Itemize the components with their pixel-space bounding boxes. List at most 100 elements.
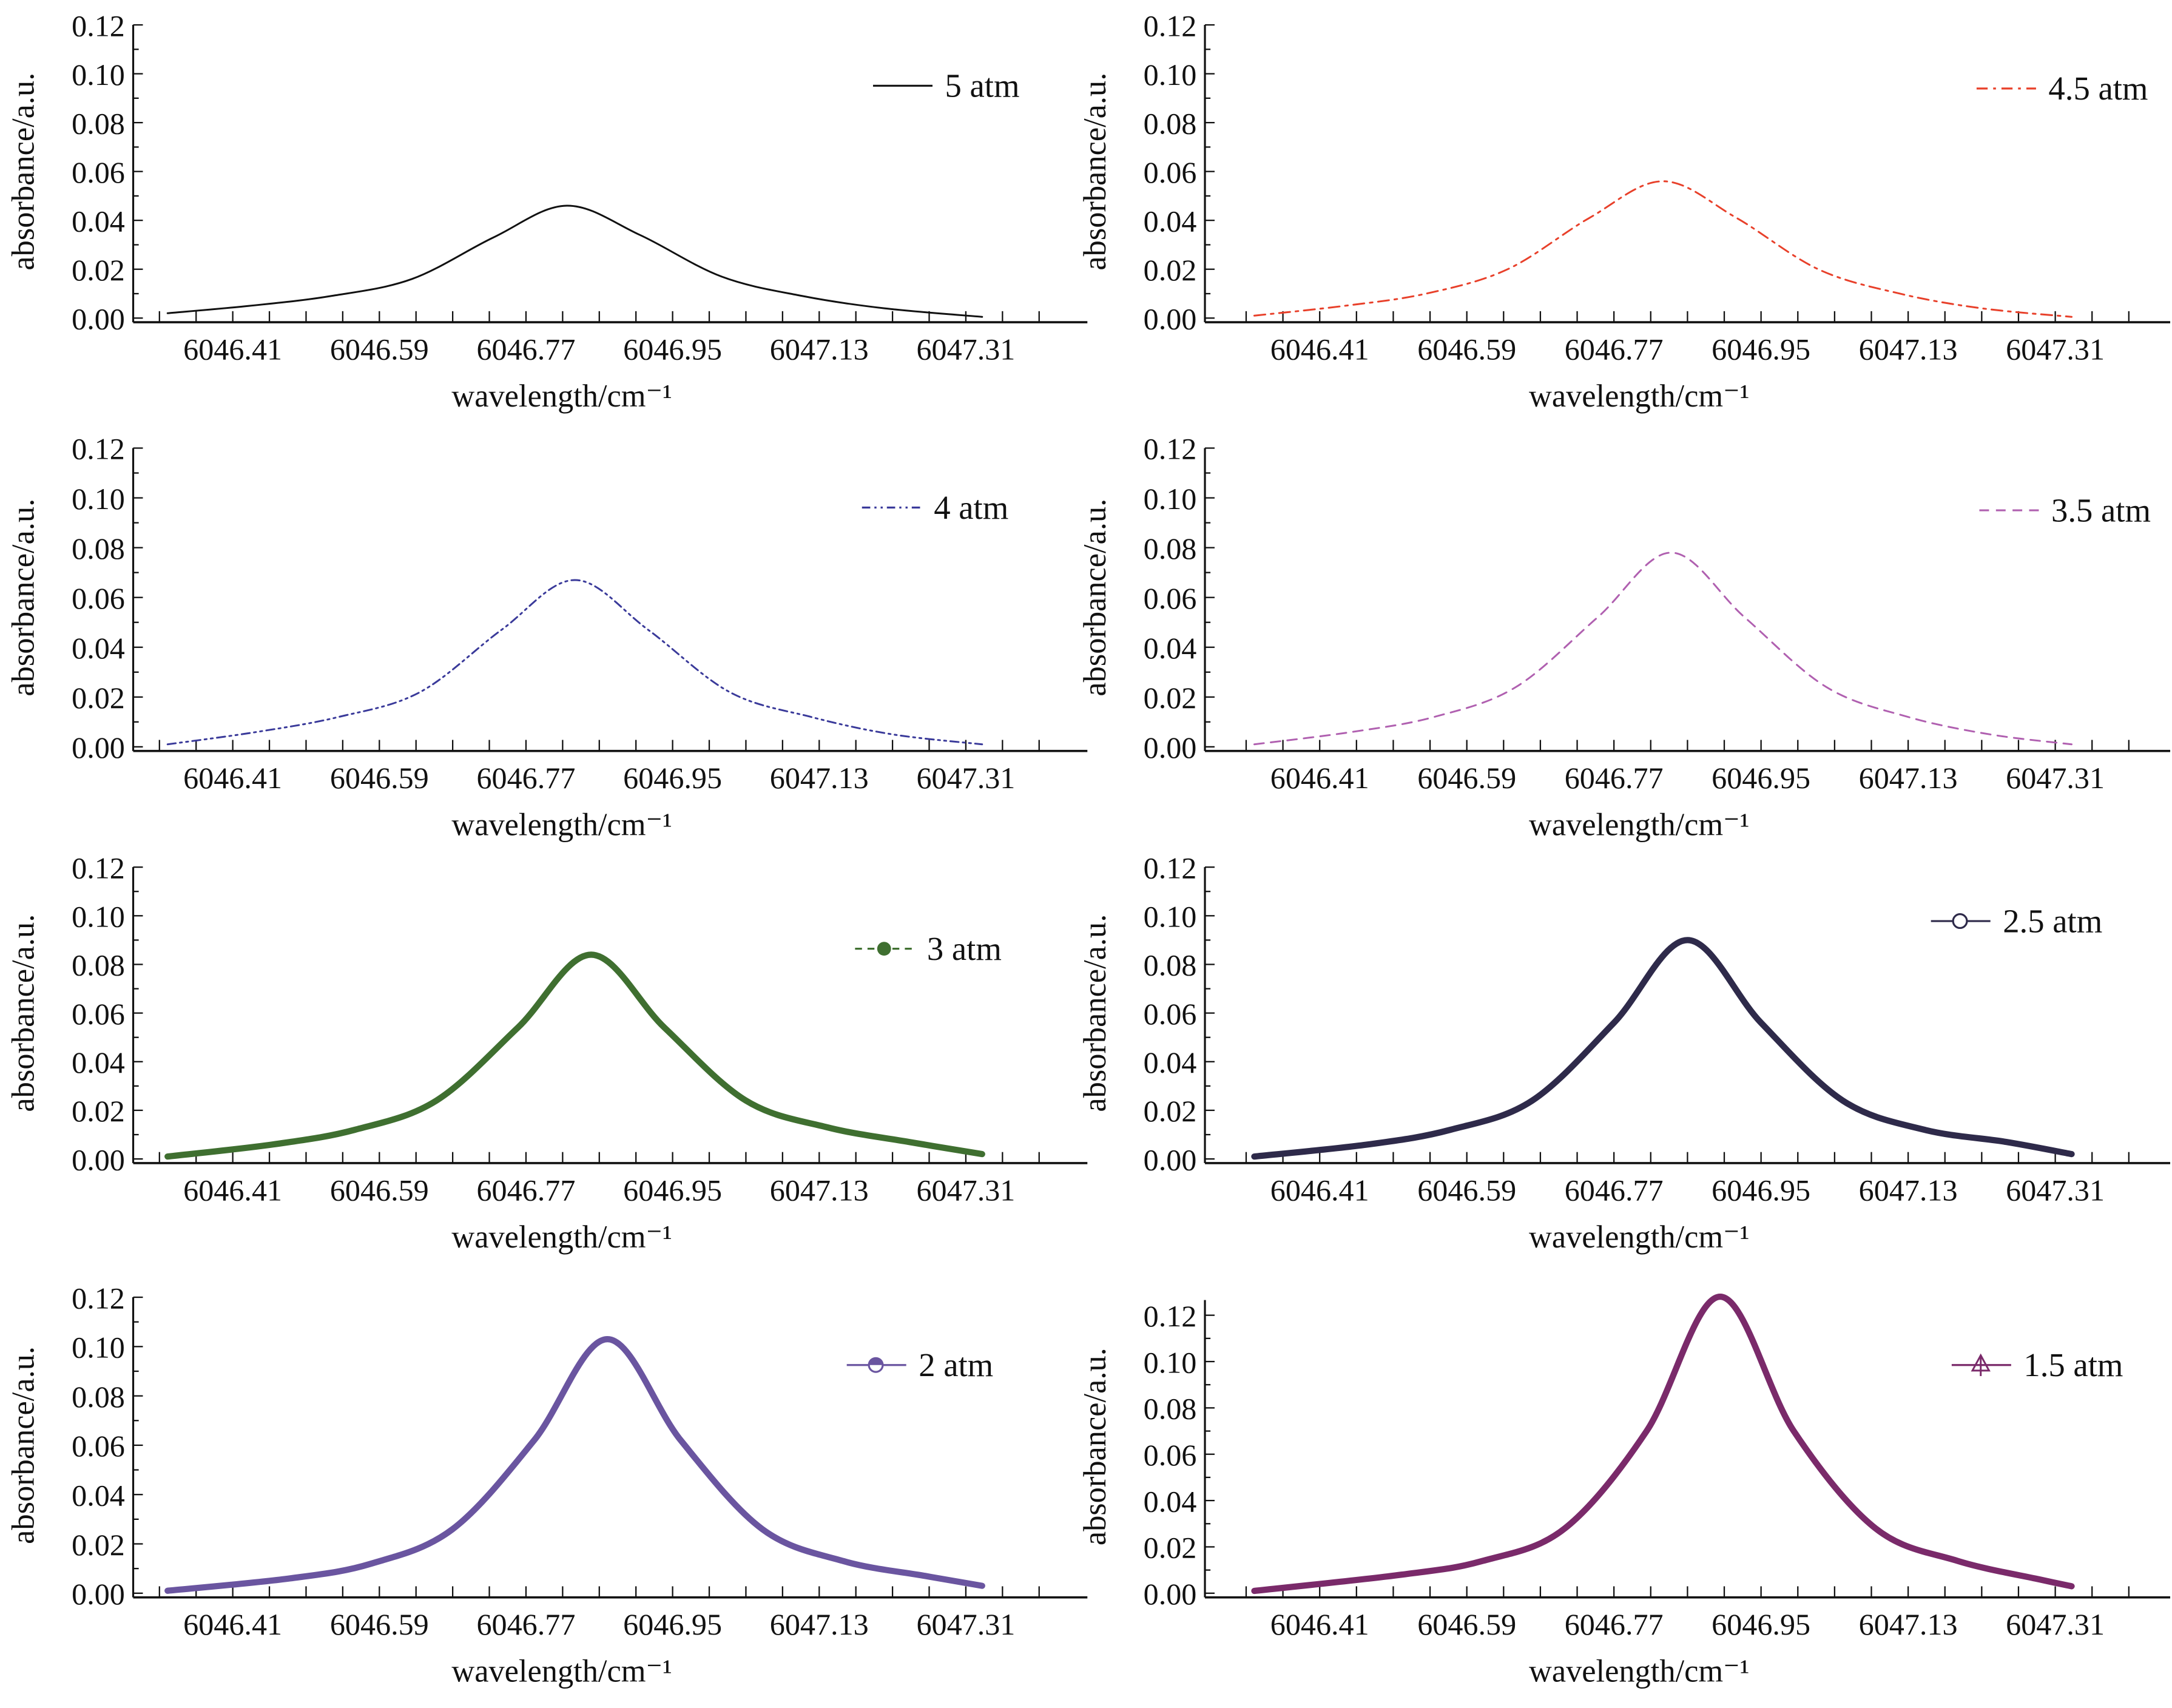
- y-tick-label: 0.08: [72, 948, 125, 982]
- series-line: [1251, 937, 2075, 1160]
- legend-marker-circle: [877, 942, 891, 956]
- x-tick-label: 6046.77: [1565, 1173, 1664, 1207]
- y-tick-label: 0.08: [1144, 1392, 1197, 1426]
- y-tick-label: 0.00: [1144, 1577, 1197, 1611]
- y-tick-label: 0.08: [1144, 948, 1197, 982]
- series-line: [164, 951, 985, 1160]
- x-tick-label: 6046.41: [183, 761, 282, 795]
- x-tick-label: 6046.59: [330, 332, 429, 366]
- y-tick-label: 0.08: [1144, 106, 1197, 140]
- y-tick-label: 0.02: [72, 253, 125, 287]
- x-tick-label: 6047.31: [916, 1173, 1015, 1207]
- x-tick-label: 6046.41: [183, 332, 282, 366]
- y-tick-label: 0.10: [72, 482, 125, 516]
- x-tick-label: 6046.59: [330, 1607, 429, 1641]
- x-tick-label: 6046.77: [1565, 1607, 1664, 1641]
- x-tick-label: 6046.77: [1565, 332, 1664, 366]
- y-tick-label: 0.12: [72, 1281, 125, 1315]
- y-tick-label: 0.12: [1144, 851, 1197, 885]
- y-tick-label: 0.04: [1144, 1484, 1197, 1518]
- y-tick-label: 0.06: [72, 997, 125, 1031]
- x-tick-label: 6046.41: [1270, 1173, 1369, 1207]
- series-line: [1253, 552, 2073, 746]
- x-tick-label: 6047.31: [2006, 1607, 2105, 1641]
- chart-panel-3: 0.00 0.02 0.04 0.06 0.08 0.10 0.12 6046.41 6046.…: [5, 432, 1088, 843]
- series-line: [164, 1336, 985, 1594]
- legend-label: 2 atm: [919, 1346, 993, 1383]
- y-tick-label: 0.00: [1144, 302, 1197, 336]
- y-tick-label: 0.10: [1144, 482, 1197, 516]
- y-tick-label: 0.02: [1144, 1094, 1197, 1128]
- y-axis-label: absorbance/a.u.: [1078, 914, 1113, 1112]
- series-line: [1251, 1293, 2075, 1595]
- y-tick-label: 0.06: [1144, 581, 1197, 615]
- y-tick-label: 0.04: [1144, 1045, 1197, 1079]
- x-tick-label: 6046.59: [1417, 1607, 1516, 1641]
- x-axis-label: wavelength/cm⁻¹: [1529, 1654, 1750, 1689]
- x-tick-label: 6046.41: [183, 1607, 282, 1641]
- x-tick-label: 6046.59: [1417, 332, 1516, 366]
- x-tick-label: 6046.59: [330, 1173, 429, 1207]
- x-tick-label: 6046.95: [623, 1173, 722, 1207]
- y-tick-label: 0.04: [72, 631, 125, 665]
- y-tick-label: 0.06: [72, 155, 125, 189]
- x-tick-label: 6046.59: [1417, 1173, 1516, 1207]
- legend: 3 atm: [855, 930, 1002, 967]
- x-axis-label: wavelength/cm⁻¹: [451, 379, 672, 414]
- x-axis-label: wavelength/cm⁻¹: [451, 1654, 672, 1689]
- x-tick-label: 6046.77: [477, 1607, 576, 1641]
- y-tick-label: 0.06: [1144, 155, 1197, 189]
- y-tick-label: 0.12: [1144, 8, 1197, 42]
- series-line: [1253, 180, 2073, 318]
- y-tick-label: 0.00: [1144, 1143, 1197, 1176]
- y-tick-label: 0.08: [72, 1380, 125, 1414]
- x-tick-label: 6047.13: [770, 1607, 869, 1641]
- y-tick-label: 0.06: [1144, 1438, 1197, 1472]
- x-tick-label: 6046.95: [1712, 1607, 1810, 1641]
- legend-label: 2.5 atm: [2003, 902, 2102, 939]
- x-tick-label: 6047.13: [1859, 761, 1958, 795]
- chart-panel-2: 0.00 0.02 0.04 0.06 0.08 0.10 0.12 6046.41 6046.…: [1078, 8, 2171, 414]
- y-tick-label: 0.04: [72, 1045, 125, 1079]
- x-tick-label: 6047.13: [1859, 1173, 1958, 1207]
- legend: 2.5 atm: [1931, 902, 2102, 939]
- y-tick-label: 0.02: [1144, 681, 1197, 715]
- legend-label: 5 atm: [945, 67, 1020, 104]
- y-tick-label: 0.06: [72, 1429, 125, 1463]
- chart-panel-6: 0.00 0.02 0.04 0.06 0.08 0.10 0.12 6046.41 6046.…: [1078, 851, 2171, 1255]
- legend: 5 atm: [872, 67, 1020, 104]
- y-tick-label: 0.00: [1144, 731, 1197, 765]
- y-tick-label: 0.10: [72, 900, 125, 934]
- legend: 4.5 atm: [1976, 70, 2148, 107]
- y-tick-label: 0.00: [72, 302, 125, 336]
- y-tick-label: 0.08: [72, 532, 125, 565]
- legend-marker-circle: [1952, 913, 1968, 930]
- legend-label: 3 atm: [927, 930, 1002, 967]
- y-axis-label: absorbance/a.u.: [1078, 499, 1113, 697]
- legend-label: 4.5 atm: [2048, 70, 2148, 107]
- chart-panel-1: 0.00 0.02 0.04 0.06 0.08 0.10 0.12 6046.41 6046.…: [5, 8, 1088, 414]
- x-tick-label: 6046.95: [1712, 761, 1810, 795]
- x-axis-label: wavelength/cm⁻¹: [1529, 1220, 1750, 1255]
- x-tick-label: 6047.31: [916, 1607, 1015, 1641]
- y-tick-label: 0.00: [72, 1143, 125, 1176]
- legend: 1.5 atm: [1951, 1346, 2123, 1383]
- y-tick-label: 0.02: [1144, 253, 1197, 287]
- x-tick-label: 6046.77: [477, 332, 576, 366]
- y-tick-label: 0.12: [1144, 1299, 1197, 1333]
- y-tick-label: 0.04: [72, 204, 125, 238]
- y-tick-label: 0.10: [72, 1331, 125, 1365]
- x-tick-label: 6046.41: [183, 1173, 282, 1207]
- y-tick-label: 0.02: [72, 1528, 125, 1562]
- y-tick-label: 0.12: [72, 432, 125, 466]
- x-tick-label: 6047.13: [770, 1173, 869, 1207]
- x-tick-label: 6047.31: [2006, 332, 2105, 366]
- y-axis-label: absorbance/a.u.: [5, 73, 41, 271]
- x-tick-label: 6047.13: [770, 332, 869, 366]
- x-tick-label: 6046.41: [1270, 761, 1369, 795]
- y-axis-label: absorbance/a.u.: [5, 914, 41, 1112]
- y-tick-label: 0.08: [72, 106, 125, 140]
- y-tick-label: 0.10: [1144, 900, 1197, 934]
- x-tick-label: 6046.95: [1712, 332, 1810, 366]
